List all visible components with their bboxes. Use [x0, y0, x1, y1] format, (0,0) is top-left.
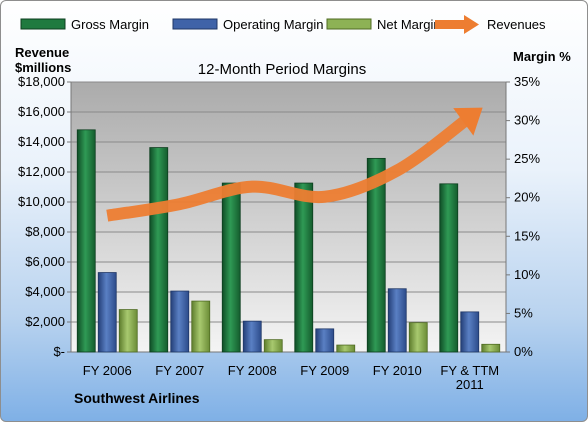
left-tick-label: $14,000 [18, 134, 65, 149]
left-tick-label: $4,000 [25, 284, 65, 299]
bar-gross-margin [294, 182, 314, 353]
legend-label: Gross Margin [71, 17, 149, 32]
bar-net-margin [336, 344, 356, 353]
left-tick-label: $10,000 [18, 194, 65, 209]
left-tick-label: $12,000 [18, 164, 65, 179]
bar-operating-margin [315, 328, 335, 353]
left-tick-label: $2,000 [25, 314, 65, 329]
bar-gross-margin [366, 157, 386, 353]
bar-net-margin [263, 339, 283, 353]
left-tick-label: $- [53, 344, 65, 359]
bar-net-margin [408, 322, 428, 353]
left-tick-label: $6,000 [25, 254, 65, 269]
left-tick-label: $16,000 [18, 104, 65, 119]
bar-operating-margin [460, 311, 480, 353]
left-axis-title-line-2: $millions [15, 60, 71, 75]
legend-swatch [326, 18, 372, 30]
left-tick-label: $18,000 [18, 74, 65, 89]
category-label: 2011 [456, 377, 484, 392]
right-tick-label: 25% [514, 151, 540, 166]
right-tick-label: 5% [514, 305, 533, 320]
bar-operating-margin [387, 288, 407, 353]
right-tick-label: 15% [514, 228, 540, 243]
legend-label: Net Margin [377, 17, 441, 32]
right-tick-label: 0% [514, 344, 533, 359]
category-label: FY & TTM [440, 363, 499, 378]
right-tick-label: 10% [514, 267, 540, 282]
legend-arrow-icon [464, 15, 479, 34]
bar-gross-margin [76, 129, 96, 353]
category-label: FY 2006 [83, 363, 132, 378]
bar-operating-margin [242, 320, 262, 353]
bar-gross-margin [149, 147, 169, 353]
chart-title: 12-Month Period Margins [198, 61, 366, 78]
bar-operating-margin [170, 290, 190, 353]
company-name: Southwest Airlines [74, 390, 200, 406]
right-tick-label: 20% [514, 190, 540, 205]
left-tick-label: $8,000 [25, 224, 65, 239]
bar-net-margin [481, 343, 501, 353]
plot-area [71, 82, 506, 352]
category-label: FY 2007 [155, 363, 204, 378]
right-tick-label: 30% [514, 113, 540, 128]
legend-label: Operating Margin [223, 17, 323, 32]
bar-net-margin [118, 309, 138, 353]
legend-swatch [20, 18, 66, 30]
right-tick-label: 35% [514, 74, 540, 89]
legend-swatch [172, 18, 218, 30]
bar-gross-margin [439, 183, 459, 353]
bar-operating-margin [97, 272, 117, 353]
bar-gross-margin [221, 182, 241, 353]
category-label: FY 2009 [300, 363, 349, 378]
right-axis-title: Margin % [513, 49, 571, 64]
revenues-arrowhead [453, 107, 483, 136]
left-axis-title-line-1: Revenue [15, 45, 69, 60]
revenues-line [106, 112, 474, 222]
legend-swatch [435, 20, 465, 29]
legend-label: Revenues [487, 17, 546, 32]
category-label: FY 2010 [373, 363, 422, 378]
bar-net-margin [191, 300, 211, 353]
category-label: FY 2008 [228, 363, 277, 378]
